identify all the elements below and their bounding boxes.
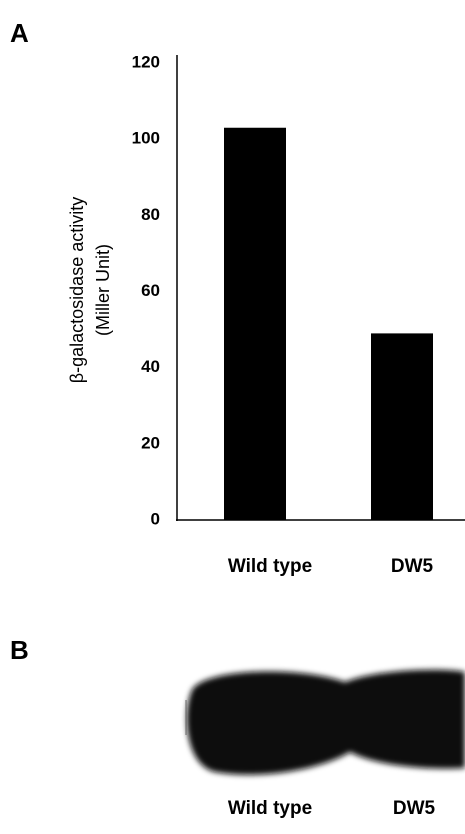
y-tick-label: 100 (132, 129, 160, 148)
y-tick-label: 40 (141, 357, 160, 376)
figure: A B β-galactosidase activity (Miller Uni… (0, 0, 465, 834)
lane-label: DW5 (393, 798, 436, 819)
bar (371, 333, 433, 520)
y-axis-label: β-galactosidase activity (67, 197, 87, 383)
y-tick-label: 20 (141, 433, 160, 452)
y-tick-label: 80 (141, 205, 160, 224)
y-tick-label: 120 (132, 52, 160, 71)
y-tick-label: 60 (141, 281, 160, 300)
bar (224, 128, 286, 520)
x-tick-label: DW5 (391, 556, 434, 577)
y-tick-label: 0 (151, 509, 160, 528)
blot (187, 670, 465, 775)
y-axis-label: (Miller Unit) (93, 244, 113, 336)
panel-label: A (10, 18, 29, 48)
lane-label: Wild type (228, 798, 312, 819)
page: A B β-galactosidase activity (Miller Uni… (0, 0, 465, 834)
x-tick-label: Wild type (228, 556, 312, 577)
panel-label: B (10, 635, 29, 665)
